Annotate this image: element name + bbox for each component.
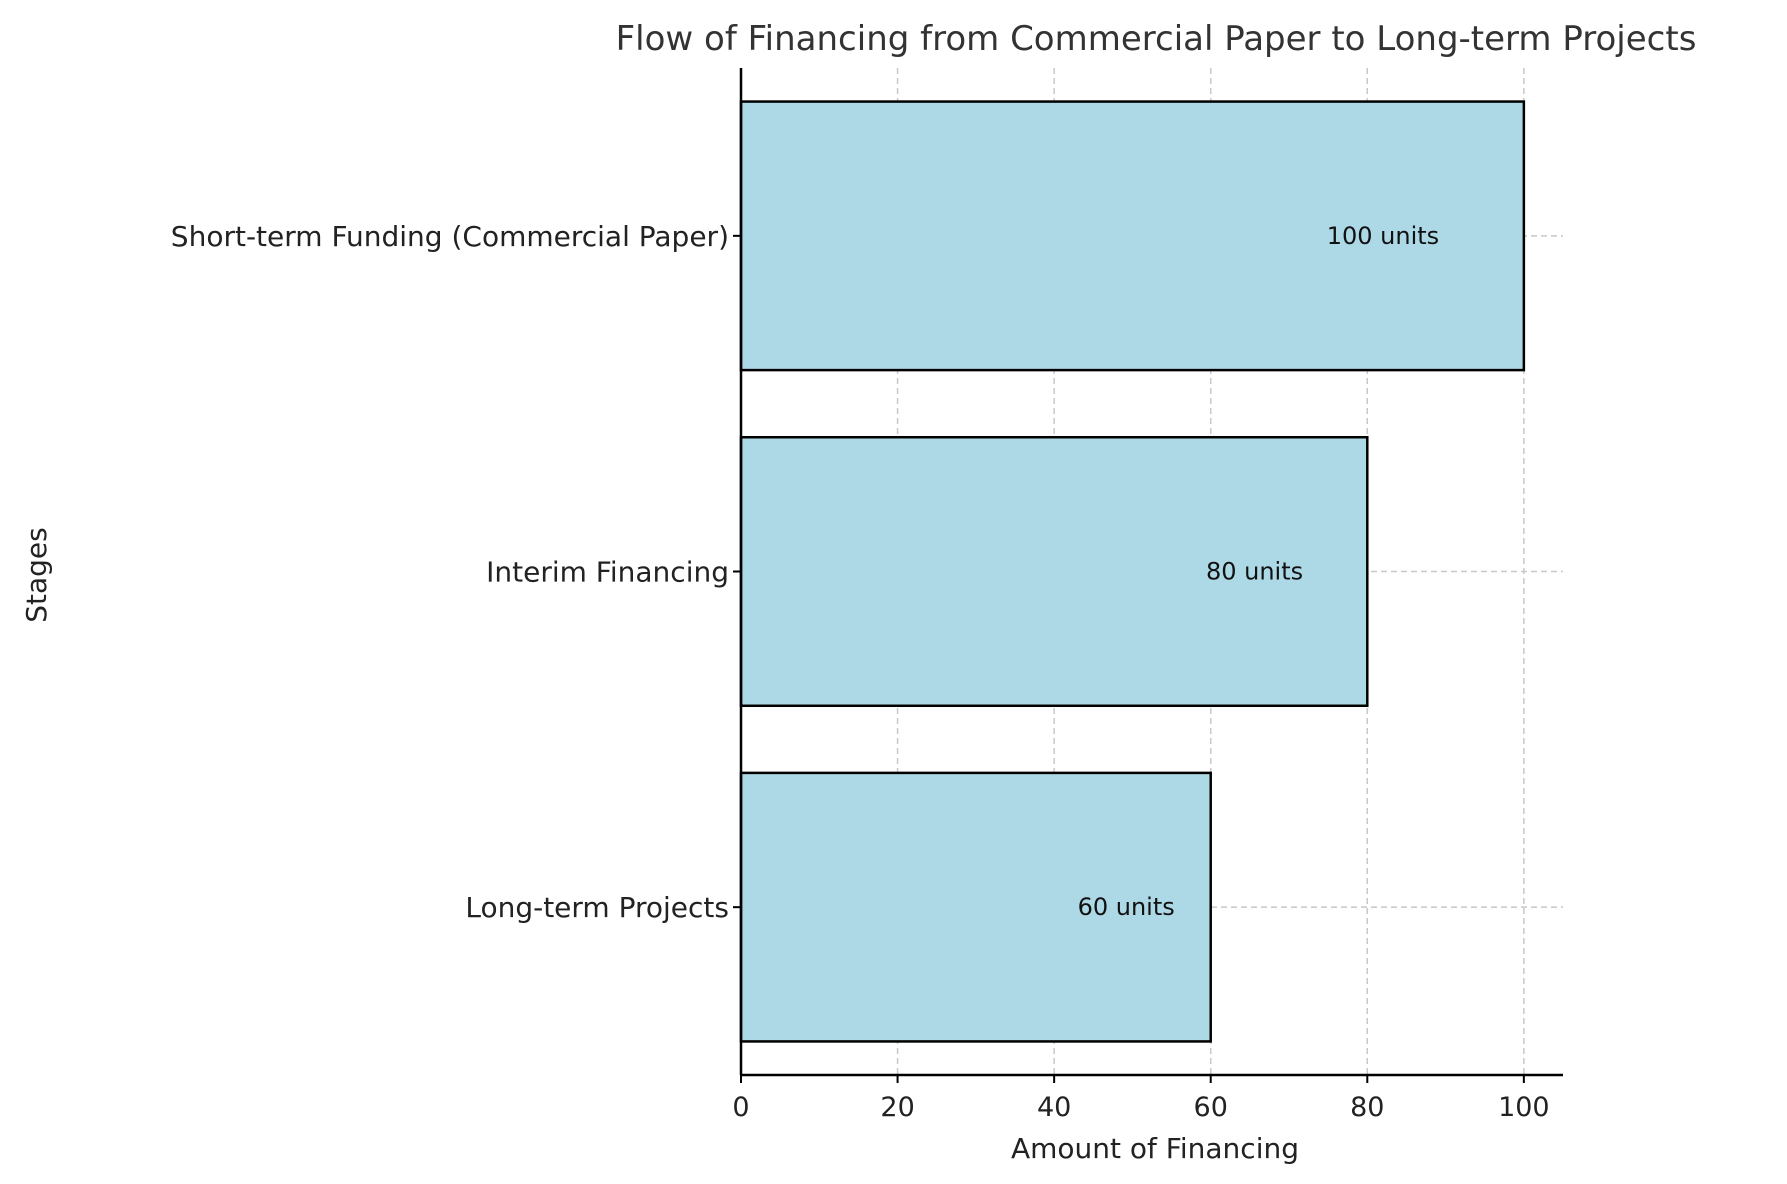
x-tick-label: 20 — [880, 1092, 914, 1123]
x-tick-label: 40 — [1037, 1092, 1071, 1123]
y-tick-label: Interim Financing — [486, 556, 729, 589]
y-axis-ticks: Short-term Funding (Commercial Paper) Int… — [171, 220, 741, 924]
y-axis-label: Stages — [20, 527, 53, 623]
y-tick-label: Short-term Funding (Commercial Paper) — [171, 220, 729, 253]
x-tick-label: 80 — [1350, 1092, 1384, 1123]
bar-data-label: 60 units — [1078, 893, 1175, 921]
bar-data-label: 100 units — [1327, 222, 1439, 250]
x-axis-label: Amount of Financing — [1011, 1132, 1299, 1165]
x-axis-ticks: 0 20 40 60 80 100 — [732, 1075, 1550, 1123]
x-tick-label: 0 — [732, 1092, 749, 1123]
chart-title: Flow of Financing from Commercial Paper … — [616, 19, 1697, 59]
bar-data-label: 80 units — [1206, 558, 1303, 586]
bar — [739, 771, 1212, 1043]
y-tick-label: Long-term Projects — [465, 891, 729, 924]
x-tick-label: 100 — [1498, 1092, 1550, 1123]
bars: 100 units 80 units 60 units — [739, 100, 1526, 1043]
bar — [739, 100, 1526, 372]
bar — [739, 435, 1369, 708]
x-tick-label: 60 — [1194, 1092, 1228, 1123]
